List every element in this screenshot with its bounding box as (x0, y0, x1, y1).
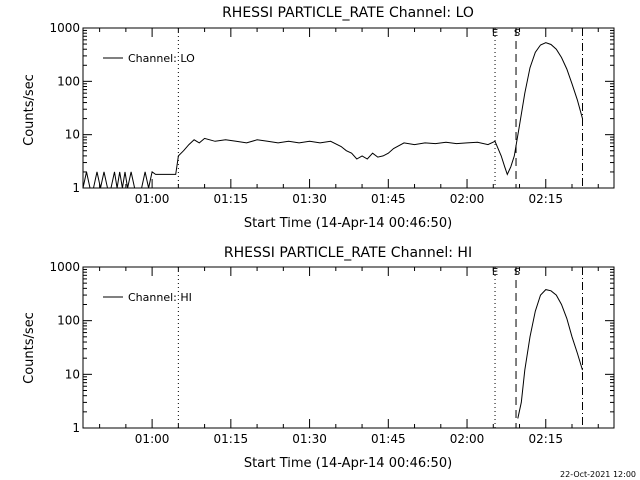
x-tick-label: 01:45 (371, 192, 406, 206)
plot-lo: 1 10 100 1000 01:00 01:15 01:30 01:45 02:00 02:15… (49, 21, 615, 206)
chart-title-lo: RHESSI PARTICLE_RATE Channel: LO (222, 5, 474, 21)
footer-timestamp: 22-Oct-2021 12:00 (560, 470, 636, 479)
x-tick-label: 02:00 (450, 432, 485, 446)
x-tick-label: 02:00 (450, 192, 485, 206)
x-axis-label-lo: Start Time (14-Apr-14 00:46:50) (244, 216, 452, 231)
legend-label: Channel: HI (128, 291, 192, 304)
event-marker-label: E (492, 267, 498, 278)
y-tick-label: 10 (65, 128, 80, 142)
y-tick-label: 10 (65, 367, 80, 381)
plot-hi: 1 10 100 1000 01:00 01:15 01:30 01:45 02:00 02:15… (49, 260, 615, 446)
chart-title-hi: RHESSI PARTICLE_RATE Channel: HI (224, 245, 472, 261)
x-tick-label: 01:15 (214, 432, 249, 446)
panel-lo: RHESSI PARTICLE_RATE Channel: LO Counts/… (22, 5, 615, 231)
event-marker-label: S (514, 28, 520, 39)
x-tick-label: 01:30 (292, 432, 327, 446)
x-tick-label: 01:30 (292, 192, 327, 206)
event-marker-label: E (492, 28, 498, 39)
plot-frame (82, 27, 615, 189)
y-axis-label-hi: Counts/sec (22, 312, 37, 384)
panel-hi: RHESSI PARTICLE_RATE Channel: HI Counts/… (22, 245, 615, 471)
plot-frame (82, 266, 615, 429)
y-axis-label-lo: Counts/sec (22, 74, 37, 146)
x-axis-label-hi: Start Time (14-Apr-14 00:46:50) (244, 456, 452, 471)
x-tick-label: 01:00 (135, 192, 170, 206)
series-line (517, 289, 583, 419)
y-tick-label: 100 (57, 314, 80, 328)
y-tick-label: 1000 (49, 21, 80, 35)
legend-label: Channel: LO (128, 52, 195, 65)
series-line (82, 42, 583, 189)
x-tick-label: 01:00 (135, 432, 170, 446)
y-tick-label: 1000 (49, 260, 80, 274)
y-tick-label: 1 (72, 421, 80, 435)
y-tick-label: 1 (72, 181, 80, 195)
x-tick-label: 01:45 (371, 432, 406, 446)
event-marker-label: S (514, 267, 520, 278)
x-tick-label: 01:15 (214, 192, 249, 206)
y-tick-label: 100 (57, 74, 80, 88)
x-tick-label: 02:15 (528, 432, 563, 446)
x-tick-label: 02:15 (528, 192, 563, 206)
